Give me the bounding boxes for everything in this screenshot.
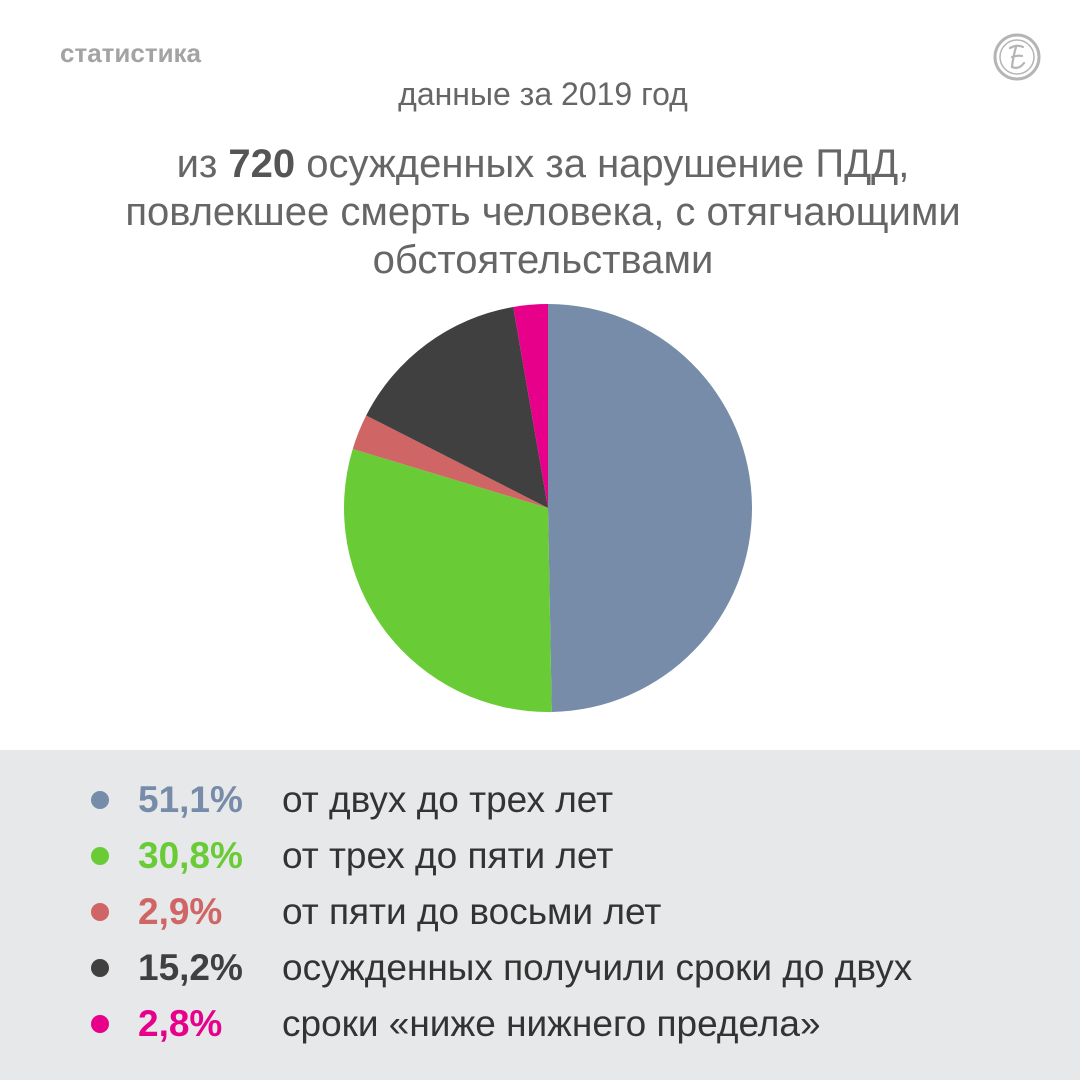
pie-slice-3 bbox=[352, 415, 548, 508]
legend-dot-icon bbox=[91, 791, 109, 809]
legend-dot-icon bbox=[91, 847, 109, 865]
pie-slice-1 bbox=[548, 304, 753, 712]
legend-label: от двух до трех лет bbox=[282, 779, 614, 820]
headline-count: 720 bbox=[228, 142, 296, 186]
legend-value: 15,2% bbox=[138, 947, 243, 988]
legend-value: 51,1% bbox=[138, 779, 243, 820]
pie-slice-2 bbox=[344, 449, 552, 712]
legend-panel: 51,1% от двух до трех лет 30,8% от трех до … bbox=[0, 750, 1080, 1080]
legend-label: от трех до пяти лет bbox=[282, 835, 614, 876]
legend-item: 15,2% осужденных получили сроки до двух bbox=[0, 940, 1080, 996]
legend-item: 2,9% от пяти до восьми лет bbox=[0, 884, 1080, 940]
legend-item: 2,8% сроки «ниже нижнего предела» bbox=[0, 996, 1080, 1052]
headline-line-1: из 720 осужденных за нарушение ПДД, bbox=[0, 140, 1080, 188]
legend-dot-icon bbox=[91, 959, 109, 977]
legend-item: 30,8% от трех до пяти лет bbox=[0, 828, 1080, 884]
legend-dot-icon bbox=[91, 903, 109, 921]
legend-value: 2,8% bbox=[138, 1003, 223, 1044]
chart-headline: из 720 осужденных за нарушение ПДД, повл… bbox=[0, 140, 1080, 284]
pie-slice-5 bbox=[513, 304, 548, 508]
period-subtitle: данные за 2019 год bbox=[398, 76, 688, 112]
legend-dot-icon bbox=[91, 1015, 109, 1033]
legend-label: от пяти до восьми лет bbox=[282, 891, 662, 932]
headline-line1-rest: осужденных за нарушение ПДД, bbox=[295, 142, 910, 186]
headline-prefix: из bbox=[176, 142, 229, 186]
headline-line-2: повлекшее смерть человека, с отягчающими bbox=[125, 190, 961, 234]
legend-item: 51,1% от двух до трех лет bbox=[0, 772, 1080, 828]
legend-value: 2,9% bbox=[138, 891, 223, 932]
legend-label: осужденных получили сроки до двух bbox=[282, 947, 913, 988]
pie-chart bbox=[344, 304, 753, 712]
section-label: статистика bbox=[60, 38, 202, 68]
headline-line-3: обстоятельствами bbox=[372, 238, 714, 282]
legend-value: 30,8% bbox=[138, 835, 243, 876]
publisher-logo-icon bbox=[993, 33, 1041, 81]
legend-label: сроки «ниже нижнего предела» bbox=[282, 1003, 821, 1044]
pie-slice-4 bbox=[366, 306, 548, 508]
